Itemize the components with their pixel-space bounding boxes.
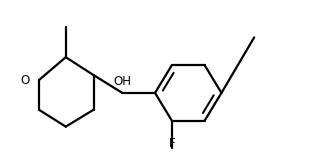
Text: F: F — [169, 137, 175, 150]
Text: OH: OH — [113, 75, 131, 88]
Text: O: O — [21, 73, 30, 87]
